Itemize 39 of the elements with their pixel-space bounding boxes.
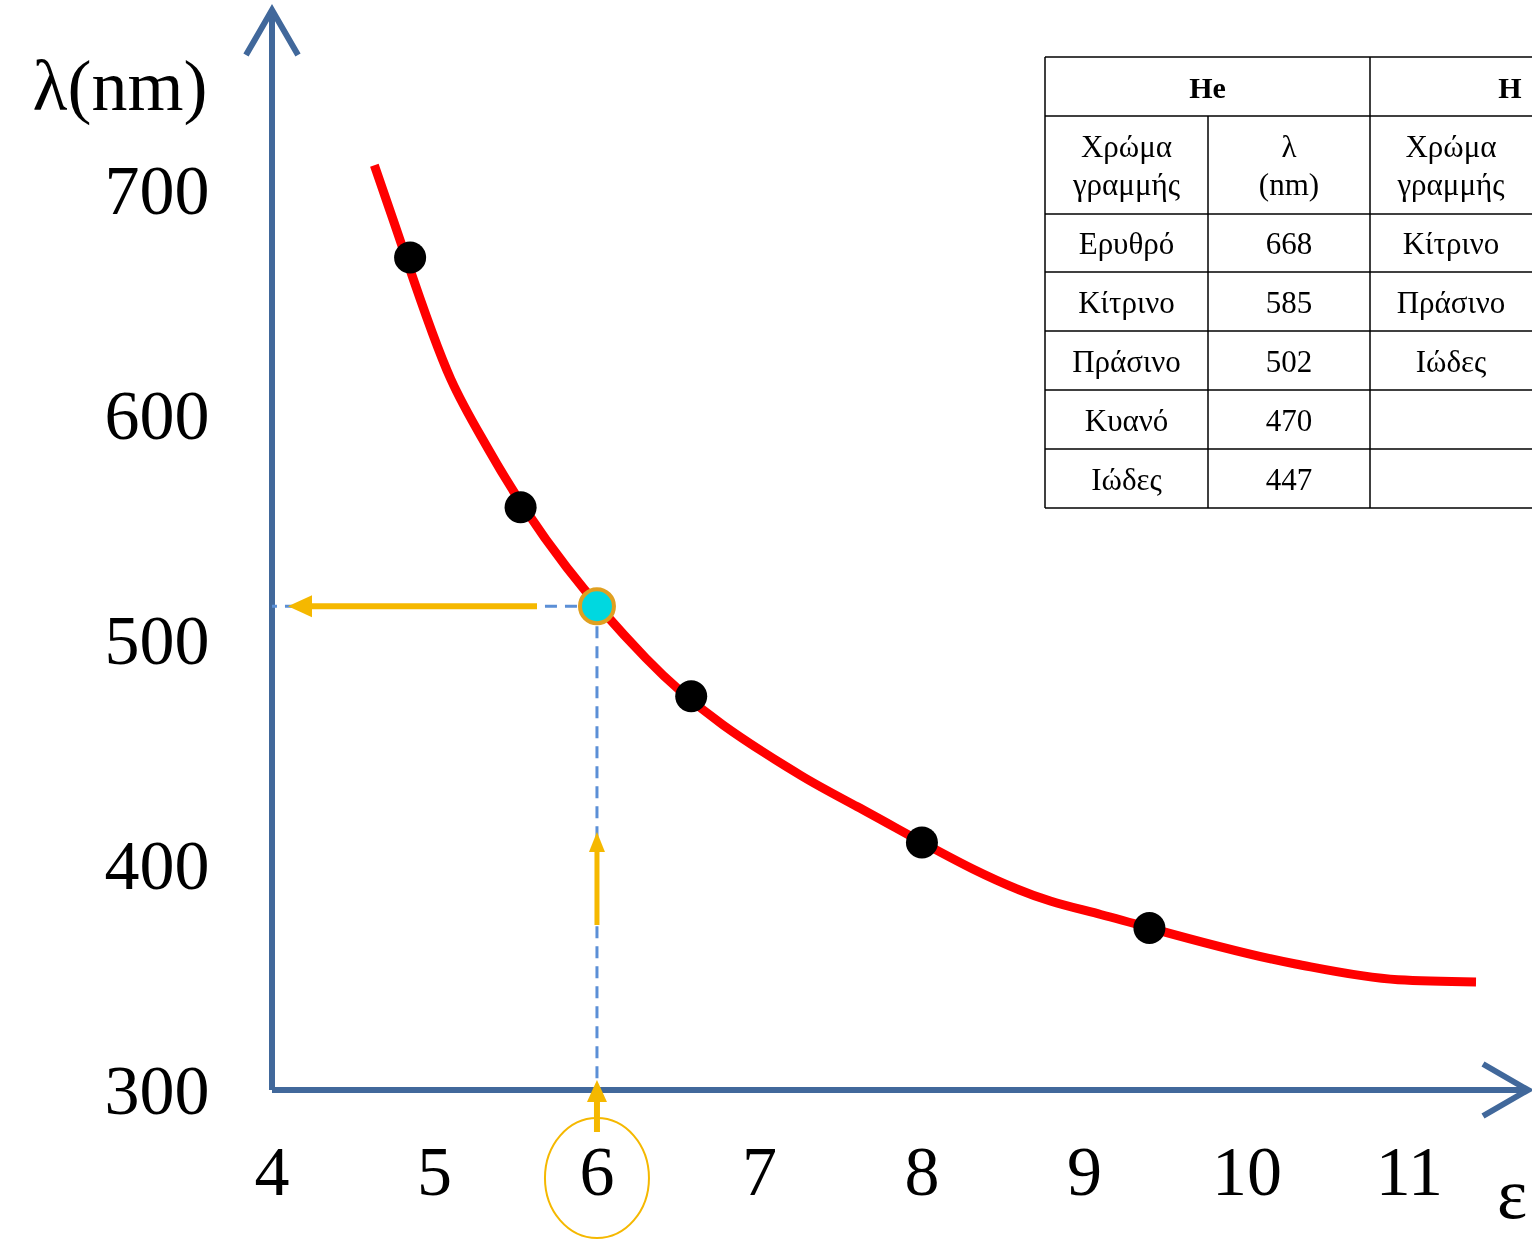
annotation: λ (nm) <box>1258 129 1320 202</box>
x-tick-label: 11 <box>1375 1133 1444 1210</box>
annotation: 585 <box>1265 284 1313 320</box>
y-tick-label: 300 <box>104 1052 210 1129</box>
annotation: 502 <box>1265 343 1313 379</box>
y-tick-label: 700 <box>104 152 210 229</box>
x-tick-label: 7 <box>741 1133 777 1210</box>
point <box>675 680 708 713</box>
annotation: 668 <box>1265 226 1313 261</box>
point <box>1133 912 1166 944</box>
x-axis-title: ε <box>1496 1154 1528 1234</box>
y-tick-label: 400 <box>104 827 210 904</box>
annotation: Κυανό <box>1084 402 1169 438</box>
annotation: Ερυθρό <box>1078 226 1175 261</box>
point <box>905 826 938 859</box>
annotation: He <box>1189 70 1226 104</box>
x-tick-label: 8 <box>904 1133 940 1210</box>
point <box>577 587 616 626</box>
annotation: Πράσινο <box>1396 284 1506 320</box>
annotation: Χρώμα γραμμής <box>1396 129 1505 202</box>
annotation: Κίτρινο <box>1402 226 1500 261</box>
annotation: Ιώδες <box>1415 343 1487 379</box>
x-tick-label: 6 <box>579 1133 615 1210</box>
x-tick-label: 9 <box>1066 1133 1102 1210</box>
point <box>394 241 427 274</box>
annotation: H <box>1498 70 1522 104</box>
annotation: 470 <box>1265 402 1313 438</box>
annotation: Πράσινο <box>1072 343 1181 379</box>
y-tick-label: 500 <box>104 602 210 679</box>
x-tick-label: 4 <box>254 1133 290 1210</box>
y-tick-label: 600 <box>104 377 210 454</box>
annotation: Ιώδες <box>1091 461 1162 497</box>
y-axis-title: λ(nm) <box>32 46 208 126</box>
x-tick-label: 5 <box>416 1133 452 1210</box>
x-tick-label: 10 <box>1211 1133 1282 1210</box>
annotation: 447 <box>1265 461 1313 497</box>
annotation: Χρώμα γραμμής <box>1071 129 1181 202</box>
point <box>504 491 537 524</box>
annotation: Κίτρινο <box>1078 284 1175 320</box>
